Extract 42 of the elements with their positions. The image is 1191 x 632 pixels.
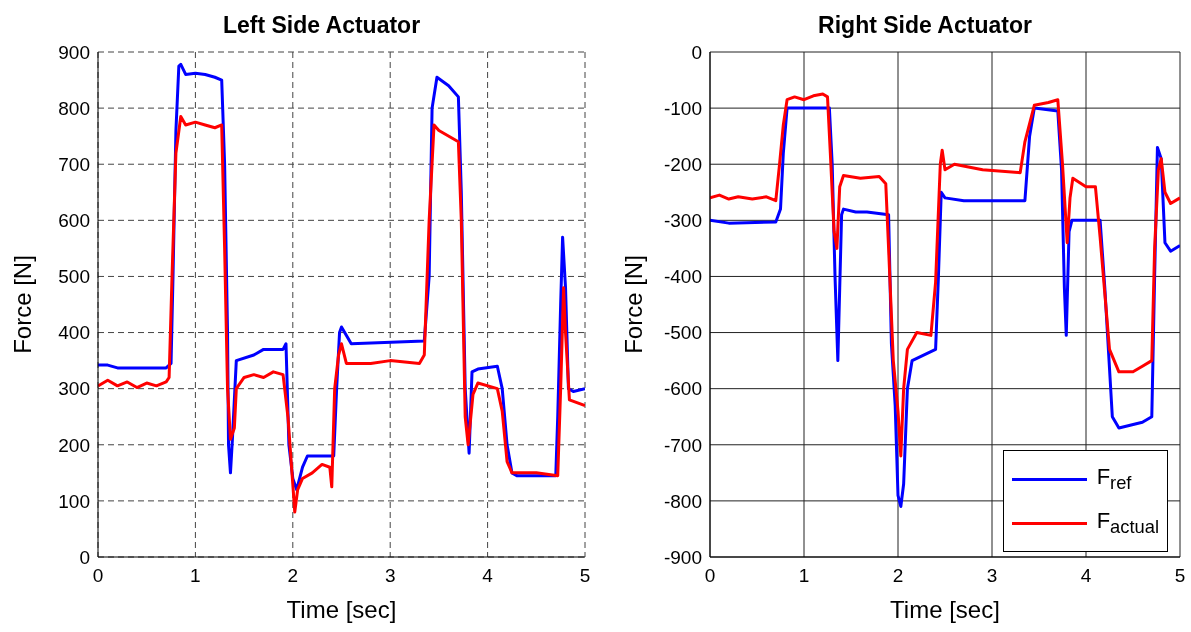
x-tick-label: 5: [579, 565, 591, 587]
y-tick-label: -400: [663, 266, 702, 288]
y-tick-label: 800: [58, 97, 90, 119]
chart-title: Right Side Actuator: [818, 12, 1032, 38]
legend-label: F$_{ref}$: [1096, 463, 1132, 495]
x-tick-label: 3: [384, 565, 396, 587]
y-tick-label: 200: [58, 434, 90, 456]
chart-title: Left Side Actuator: [222, 12, 421, 38]
y-tick-label: 100: [58, 490, 90, 512]
y-tick-label: -100: [663, 97, 702, 119]
y-tick-label: 700: [58, 153, 90, 175]
x-tick-label: 1: [190, 565, 201, 587]
y-tick-label: 0: [79, 546, 90, 568]
x-tick-label: 2: [287, 565, 299, 587]
y-tick-label: -900: [663, 546, 702, 568]
legend-label: F$_{actual}$: [1096, 507, 1159, 539]
y-tick-label: -700: [663, 434, 702, 456]
line-series: [98, 115, 585, 514]
line-series: [710, 92, 1180, 458]
y-tick-label: 300: [58, 378, 90, 400]
x-axis-title: Time [sec]: [890, 596, 1000, 623]
y-tick-label: 0: [691, 41, 702, 63]
y-axis-title: Force [N]: [8, 255, 36, 354]
x-tick-label: 4: [1080, 565, 1092, 587]
x-tick-label: 0: [704, 565, 716, 587]
x-axis-title: Time [sec]: [286, 596, 397, 623]
y-axis-title: Force [N]: [619, 255, 647, 354]
x-tick-label: 3: [986, 565, 998, 587]
x-tick-label: 4: [482, 565, 494, 587]
x-tick-label: 1: [798, 565, 810, 587]
x-tick-label: 2: [892, 565, 904, 587]
y-tick-label: 600: [58, 210, 90, 232]
y-tick-label: -300: [663, 210, 702, 232]
y-tick-label: 900: [58, 41, 90, 63]
y-tick-label: -500: [663, 322, 702, 344]
x-tick-label: 5: [1174, 565, 1186, 587]
y-tick-label: 500: [58, 266, 90, 288]
y-tick-label: -200: [663, 153, 702, 175]
y-tick-label: -800: [663, 490, 702, 512]
y-tick-label: -600: [663, 378, 702, 400]
y-tick-label: 400: [58, 322, 90, 344]
x-tick-label: 0: [92, 565, 104, 587]
